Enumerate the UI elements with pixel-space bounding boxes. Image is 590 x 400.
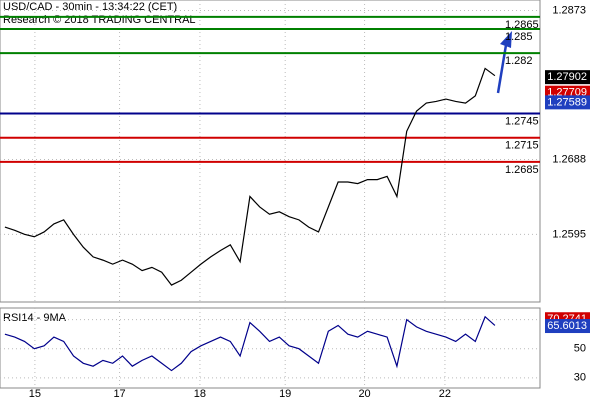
x-tick-label: 15 [29,388,41,400]
series-line [4,67,496,286]
x-tick-label: 19 [279,388,291,400]
y-tick-label: 1.2873 [552,4,586,16]
level-label: 1.2865 [505,19,539,31]
value-box-label: 65.6013 [547,320,587,332]
y-tick-label: 1.2688 [552,153,586,165]
level-label: 1.282 [505,55,533,67]
value-box [545,95,590,110]
x-tick-label: 20 [358,388,370,400]
series-line [4,315,496,372]
level-label: 1.2685 [505,164,539,176]
rsi-panel [0,307,541,389]
value-box [545,319,590,334]
rsi-title: RSI14 - 9MA [3,312,67,324]
x-tick-label: 22 [439,388,451,400]
header-title: USD/CAD - 30min - 13:34:22 (CET) [3,1,177,13]
header-credit: Research © 2018 TRADING CENTRAL [3,14,196,26]
y-tick-label: 30 [574,372,586,384]
price-panel [0,0,541,303]
level-label: 1.2715 [505,140,539,152]
x-tick-label: 18 [194,388,206,400]
y-tick-label: 1.2595 [552,228,586,240]
value-box-label: 1.27902 [547,71,587,83]
x-tick-label: 17 [113,388,125,400]
value-box-label: 1.27589 [547,96,587,108]
level-label: 1.2745 [505,115,539,127]
level-label: 1.285 [505,31,533,43]
arrow-head [500,31,512,48]
value-box [545,70,590,85]
y-tick-label: 50 [574,343,586,355]
